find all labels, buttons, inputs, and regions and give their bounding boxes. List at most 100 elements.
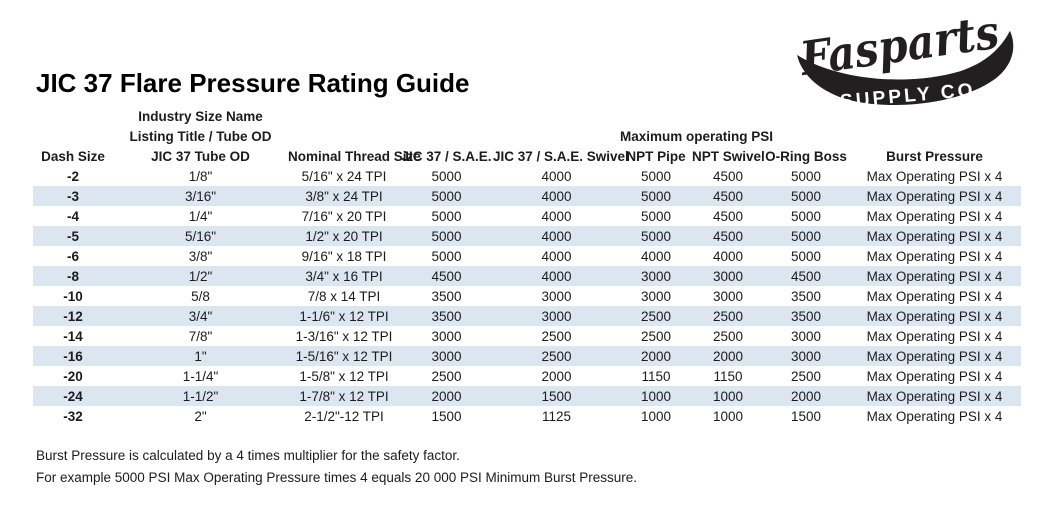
- value-cell: 5000: [431, 188, 462, 204]
- value-cell: Max Operating PSI x 4: [866, 288, 1003, 304]
- value-cell: 3000: [790, 348, 822, 364]
- dash-size-cell: -8: [66, 268, 79, 284]
- value-cell: 3000: [640, 268, 672, 284]
- column-header-npt-swivel: NPT Swivel: [692, 148, 765, 164]
- value-cell: 4000: [541, 248, 572, 264]
- value-cell: 1500: [431, 408, 462, 424]
- value-cell: 3/4" x 16 TPI: [305, 268, 383, 284]
- table-row: -6 3/8" 9/16" x 18 TPI 5000 4000 4000 4000 5000…: [33, 246, 1021, 266]
- value-cell: 5000: [640, 168, 672, 184]
- value-cell: 2500: [431, 368, 462, 384]
- table-row: -3 3/16" 3/8" x 24 TPI 5000 4000 5000 4500 5000…: [33, 186, 1021, 206]
- value-cell: 1500: [541, 388, 572, 404]
- column-header-burst-pressure: Burst Pressure: [886, 148, 983, 164]
- value-cell: 1125: [541, 408, 572, 424]
- value-cell: 5000: [431, 228, 462, 244]
- group-header-row-1: Industry Size Name: [33, 106, 1021, 126]
- dash-size-cell: -5: [66, 228, 79, 244]
- spacer-cell: [33, 126, 113, 146]
- value-cell: 1/8": [188, 168, 213, 184]
- value-cell: 5000: [640, 208, 672, 224]
- table-row: -32 2" 2-1/2"-12 TPI 1500 1125 1000 1000 1500 Ma…: [33, 406, 1021, 426]
- value-cell: 1-1/2": [182, 388, 219, 404]
- value-cell: 3000: [712, 268, 744, 284]
- value-cell: Max Operating PSI x 4: [866, 368, 1003, 384]
- dash-size-cell: -14: [63, 328, 83, 344]
- spacer-cell: [288, 106, 1021, 126]
- table-row: -16 1" 1-5/16" x 12 TPI 3000 2500 2000 2000 300…: [33, 346, 1021, 366]
- value-cell: 1": [194, 348, 207, 364]
- value-cell: 5/16" x 24 TPI: [301, 168, 387, 184]
- table-body: -2 1/8" 5/16" x 24 TPI 5000 4000 5000 4500 5000…: [33, 166, 1021, 426]
- column-header-nominal-thread-size: Nominal Thread Size: [288, 148, 421, 164]
- value-cell: 3/4": [188, 308, 213, 324]
- table-header: Industry Size Name Listing Title / Tube …: [33, 106, 1021, 166]
- value-cell: 3000: [790, 328, 822, 344]
- value-cell: 1000: [640, 408, 672, 424]
- value-cell: 1000: [712, 408, 744, 424]
- value-cell: 2-1/2"-12 TPI: [304, 408, 384, 424]
- value-cell: 4500: [712, 208, 744, 224]
- table-row: -8 1/2" 3/4" x 16 TPI 4500 4000 3000 3000 4500 M…: [33, 266, 1021, 286]
- value-cell: Max Operating PSI x 4: [866, 248, 1003, 264]
- value-cell: 4500: [712, 228, 744, 244]
- dash-size-cell: -20: [63, 368, 83, 384]
- value-cell: 4500: [712, 168, 744, 184]
- table-row: -10 5/8 7/8 x 14 TPI 3500 3000 3000 3000 3500 Ma…: [33, 286, 1021, 306]
- value-cell: 4000: [640, 248, 672, 264]
- value-cell: Max Operating PSI x 4: [866, 388, 1003, 404]
- column-header-jic-37-tube-od: JIC 37 Tube OD: [151, 148, 250, 164]
- value-cell: 7/8": [188, 328, 213, 344]
- value-cell: 4000: [712, 248, 744, 264]
- value-cell: 7/8 x 14 TPI: [307, 288, 381, 304]
- logo-graphic: Fasparts SUPPLY CO.: [795, 4, 1014, 113]
- value-cell: 5000: [431, 168, 462, 184]
- dash-size-cell: -32: [63, 408, 83, 424]
- value-cell: 1/2": [188, 268, 213, 284]
- value-cell: Max Operating PSI x 4: [866, 168, 1003, 184]
- value-cell: 1-3/16" x 12 TPI: [295, 328, 393, 344]
- value-cell: 4000: [541, 228, 572, 244]
- value-cell: 2500: [712, 308, 744, 324]
- value-cell: 1-5/8" x 12 TPI: [299, 368, 389, 384]
- group-header-listing-title: Listing Title / Tube OD: [129, 128, 272, 144]
- value-cell: 2500: [640, 328, 672, 344]
- value-cell: 3000: [640, 288, 672, 304]
- value-cell: 5000: [431, 208, 462, 224]
- value-cell: 2500: [790, 368, 822, 384]
- value-cell: 4500: [790, 268, 822, 284]
- value-cell: 2": [194, 408, 207, 424]
- value-cell: Max Operating PSI x 4: [866, 408, 1003, 424]
- table-row: -24 1-1/2" 1-7/8" x 12 TPI 2000 1500 1000 1000…: [33, 386, 1021, 406]
- value-cell: 3500: [790, 308, 822, 324]
- value-cell: 3500: [790, 288, 822, 304]
- value-cell: 5000: [431, 248, 462, 264]
- page-title: JIC 37 Flare Pressure Rating Guide: [36, 68, 470, 98]
- footer-note-line2: For example 5000 PSI Max Operating Press…: [36, 470, 638, 485]
- value-cell: 2500: [712, 328, 744, 344]
- value-cell: 2000: [640, 348, 672, 364]
- value-cell: 5000: [790, 168, 822, 184]
- value-cell: 3/8" x 24 TPI: [305, 188, 383, 204]
- dash-size-cell: -16: [63, 348, 83, 364]
- value-cell: 5000: [640, 188, 672, 204]
- value-cell: 1150: [641, 368, 671, 384]
- value-cell: 5000: [790, 248, 822, 264]
- value-cell: 5000: [790, 208, 822, 224]
- value-cell: 5/8: [191, 288, 210, 304]
- value-cell: 2500: [541, 328, 572, 344]
- value-cell: 1000: [712, 388, 744, 404]
- value-cell: 4500: [431, 268, 462, 284]
- value-cell: 1500: [790, 408, 822, 424]
- value-cell: 2000: [790, 388, 822, 404]
- column-header-jic-37-s-a-e-swivel: JIC 37 / S.A.E. Swivel: [493, 148, 629, 164]
- table-row: -12 3/4" 1-1/6" x 12 TPI 3500 3000 2500 2500 35…: [33, 306, 1021, 326]
- value-cell: 1000: [640, 388, 672, 404]
- value-cell: 9/16" x 18 TPI: [301, 248, 387, 264]
- dash-size-cell: -4: [66, 208, 79, 224]
- value-cell: 5/16": [184, 228, 217, 244]
- column-header-o-ring-boss: O-Ring Boss: [765, 148, 847, 164]
- value-cell: Max Operating PSI x 4: [866, 228, 1003, 244]
- dash-size-cell: -24: [63, 388, 83, 404]
